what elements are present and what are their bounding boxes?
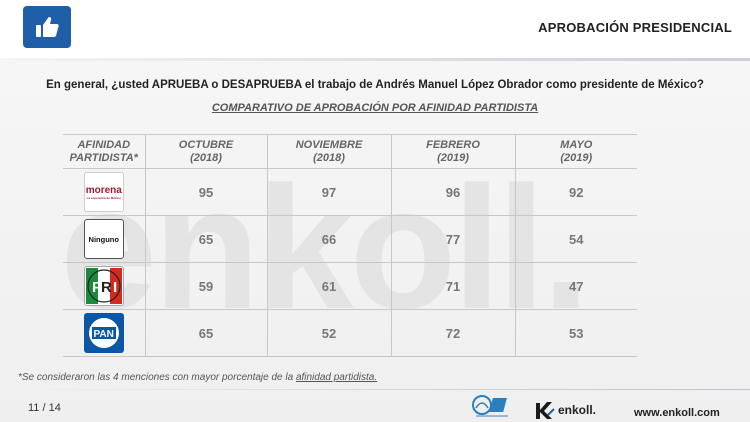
party-cell: PAN: [63, 309, 146, 357]
value-cell: 71: [391, 262, 516, 310]
thumbs-up-icon: [23, 6, 71, 48]
brand-name: enkoll.: [558, 403, 597, 417]
enkoll-k-icon: [536, 402, 555, 419]
party-cell: morena La esperanza de México: [63, 168, 146, 216]
page-number: 11 / 14: [28, 402, 61, 414]
pan-logo: PAN: [83, 313, 124, 353]
header-divider: [0, 58, 750, 61]
survey-question: En general, ¿usted APRUEBA o DESAPRUEBA …: [46, 79, 704, 91]
website-url: www.enkoll.com: [634, 407, 720, 419]
value-cell: 92: [515, 168, 637, 216]
table-row: P R I 59 61 71 47: [63, 262, 637, 310]
pan-text: PAN: [93, 329, 113, 340]
header-november: NOVIEMBRE (2018): [267, 134, 392, 169]
enkoll-logo: enkoll.: [534, 399, 596, 421]
table-row: Ninguno 65 66 77 54: [63, 215, 637, 263]
page-title: APROBACIÓN PRESIDENCIAL: [538, 20, 732, 35]
content-area: enkoll. En general, ¿usted APRUEBA o DES…: [0, 61, 750, 422]
table-row: morena La esperanza de México 95 97 96 9…: [63, 168, 637, 216]
value-cell: 47: [515, 262, 637, 310]
pri-letter-p: P: [92, 279, 102, 296]
pri-logo: P R I: [83, 266, 124, 306]
value-cell: 97: [267, 168, 392, 216]
table-header-row: AFINIDAD PARTIDISTA* OCTUBRE (2018) NOVI…: [63, 134, 637, 169]
value-cell: 59: [145, 262, 268, 310]
party-cell: P R I: [63, 262, 146, 310]
table-subtitle: COMPARATIVO DE APROBACIÓN POR AFINIDAD P…: [211, 102, 539, 114]
value-cell: 65: [145, 215, 268, 263]
header-bar: APROBACIÓN PRESIDENCIAL: [0, 0, 750, 58]
value-cell: 61: [267, 262, 392, 310]
partner-logo-icon: [472, 394, 512, 418]
value-cell: 54: [515, 215, 637, 263]
footer-divider: [0, 389, 750, 390]
value-cell: 95: [145, 168, 268, 216]
pri-letter-r: R: [101, 279, 112, 296]
footnote: *Se consideraron las 4 menciones con may…: [18, 372, 378, 383]
header-may: MAYO (2019): [515, 134, 637, 169]
pri-letter-i: I: [113, 279, 117, 296]
header-february: FEBRERO (2019): [391, 134, 516, 169]
value-cell: 52: [267, 309, 392, 357]
value-cell: 53: [515, 309, 637, 357]
ninguno-label: Ninguno: [83, 219, 124, 259]
value-cell: 66: [267, 215, 392, 263]
value-cell: 65: [145, 309, 268, 357]
party-cell: Ninguno: [63, 215, 146, 263]
header-october: OCTUBRE (2018): [145, 134, 268, 169]
value-cell: 96: [391, 168, 516, 216]
table-row: PAN 65 52 72 53: [63, 309, 637, 357]
value-cell: 72: [391, 309, 516, 357]
header-affinity: AFINIDAD PARTIDISTA*: [63, 134, 146, 169]
value-cell: 77: [391, 215, 516, 263]
morena-logo: morena La esperanza de México: [83, 172, 124, 212]
approval-table: AFINIDAD PARTIDISTA* OCTUBRE (2018) NOVI…: [63, 134, 637, 357]
